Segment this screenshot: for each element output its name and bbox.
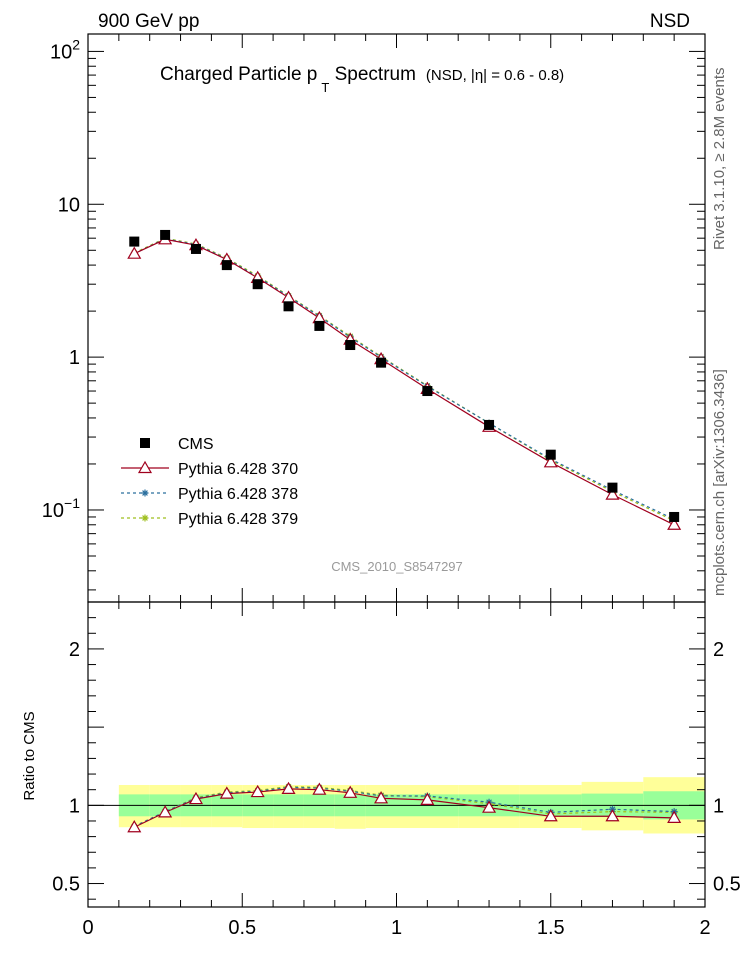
legend-label-3: Pythia 6.428 379	[178, 511, 298, 528]
legend-label-2: Pythia 6.428 378	[178, 486, 298, 503]
ratio-x-tick-label: 1	[391, 917, 402, 939]
plot-title: Charged Particle p T Spectrum (NSD, |η| = …	[160, 64, 564, 95]
ratio-point-triangle	[343, 785, 358, 798]
main-point-cms	[252, 279, 263, 290]
legend-marker-cms	[140, 438, 150, 448]
ratio-point-triangle	[219, 786, 234, 799]
ratio-point-triangle	[127, 820, 142, 833]
main-series-line-3	[134, 237, 675, 522]
ratio-frame	[87, 601, 706, 908]
ratio-point-triangle	[188, 791, 204, 805]
legend-label-1: Pythia 6.428 370	[178, 461, 298, 478]
ratio-point-triangle	[312, 782, 327, 795]
ratio-series-line-2	[134, 786, 675, 827]
main-point-triangle	[605, 487, 620, 500]
legend-marker-triangle	[137, 460, 153, 474]
ratio-point-triangle	[158, 805, 173, 818]
ratio-y-tick-label-left: 1	[69, 795, 80, 817]
main-point-cms	[190, 243, 201, 254]
ratio-x-tick-label: 2	[699, 917, 710, 939]
ratio-point-triangle	[605, 809, 620, 822]
ratio-point-triangle	[420, 792, 435, 805]
legend: CMS Pythia 6.428 370 Pythia 6.428 378 Pythi…	[121, 436, 298, 528]
main-point-cms	[345, 340, 356, 351]
plot-title-subscript: T	[321, 80, 329, 95]
ratio-x-tick-label: 0	[82, 917, 93, 939]
plot-title-tail: Spectrum	[329, 64, 416, 85]
header-left-label: 900 GeV pp	[98, 11, 199, 32]
ratio-y-tick-label-left: 2	[69, 639, 80, 661]
ratio-x-tick-label: 1.5	[537, 917, 565, 939]
main-point-cms	[669, 511, 680, 522]
ratio-y-tick-label-right: 2	[713, 639, 724, 661]
ratio-point-triangle	[250, 784, 265, 798]
legend-label-0: CMS	[178, 436, 214, 453]
ratio-series-line-3	[134, 785, 675, 827]
main-point-cms	[422, 386, 433, 397]
ratio-series-line-1	[134, 788, 675, 828]
plot-title-main: Charged Particle p	[160, 64, 317, 85]
legend-marker-star-2	[141, 489, 149, 497]
side-label-rivet: Rivet 3.1.10, ≥ 2.8M events	[711, 68, 728, 251]
main-point-cms	[314, 320, 325, 331]
ratio-y-tick-label-right: 0.5	[713, 874, 741, 896]
main-y-tick-label: 10	[58, 194, 80, 216]
main-point-cms	[129, 236, 140, 247]
ratio-y-tick-label-right: 1	[713, 795, 724, 817]
main-point-cms	[283, 301, 294, 312]
main-point-triangle	[667, 517, 682, 530]
main-point-triangle	[281, 290, 296, 303]
ratio-x-tick-label: 0.5	[228, 917, 256, 939]
ratio-point-triangle	[667, 810, 682, 823]
main-point-cms	[160, 229, 171, 240]
ratio-point-triangle	[374, 791, 389, 804]
main-y-tick-label: 1	[69, 347, 80, 369]
ratio-point-triangle	[482, 800, 497, 813]
main-point-cms	[221, 260, 232, 271]
ratio-point-triangle	[543, 809, 558, 822]
main-point-triangle	[127, 246, 142, 259]
main-y-tick-label: 102	[50, 36, 80, 63]
main-y-tick-label: 10−1	[42, 495, 80, 522]
side-label-mcplots: mcplots.cern.ch [arXiv:1306.3436]	[711, 369, 728, 596]
main-point-cms	[545, 449, 556, 460]
legend-marker-star-3	[141, 514, 149, 522]
header-right-label: NSD	[650, 11, 690, 32]
ratio-point-triangle	[281, 781, 296, 795]
plot-title-note: (NSD, |η| = 0.6 - 0.8)	[426, 67, 564, 84]
main-point-cms	[376, 357, 387, 368]
main-point-triangle	[543, 455, 558, 468]
watermark-label: CMS_2010_S8547297	[331, 559, 463, 574]
main-plot-area: 10−1 1 10 102	[42, 33, 706, 603]
ratio-plot-area: 0 0.5 1 1.5 20.5 0.51 12 2	[52, 601, 741, 939]
main-point-cms	[484, 419, 495, 430]
main-series-line-2	[134, 238, 675, 520]
ratio-y-axis-label: Ratio to CMS	[21, 711, 38, 800]
main-point-cms	[607, 482, 618, 493]
ratio-y-tick-label-left: 0.5	[52, 874, 80, 896]
